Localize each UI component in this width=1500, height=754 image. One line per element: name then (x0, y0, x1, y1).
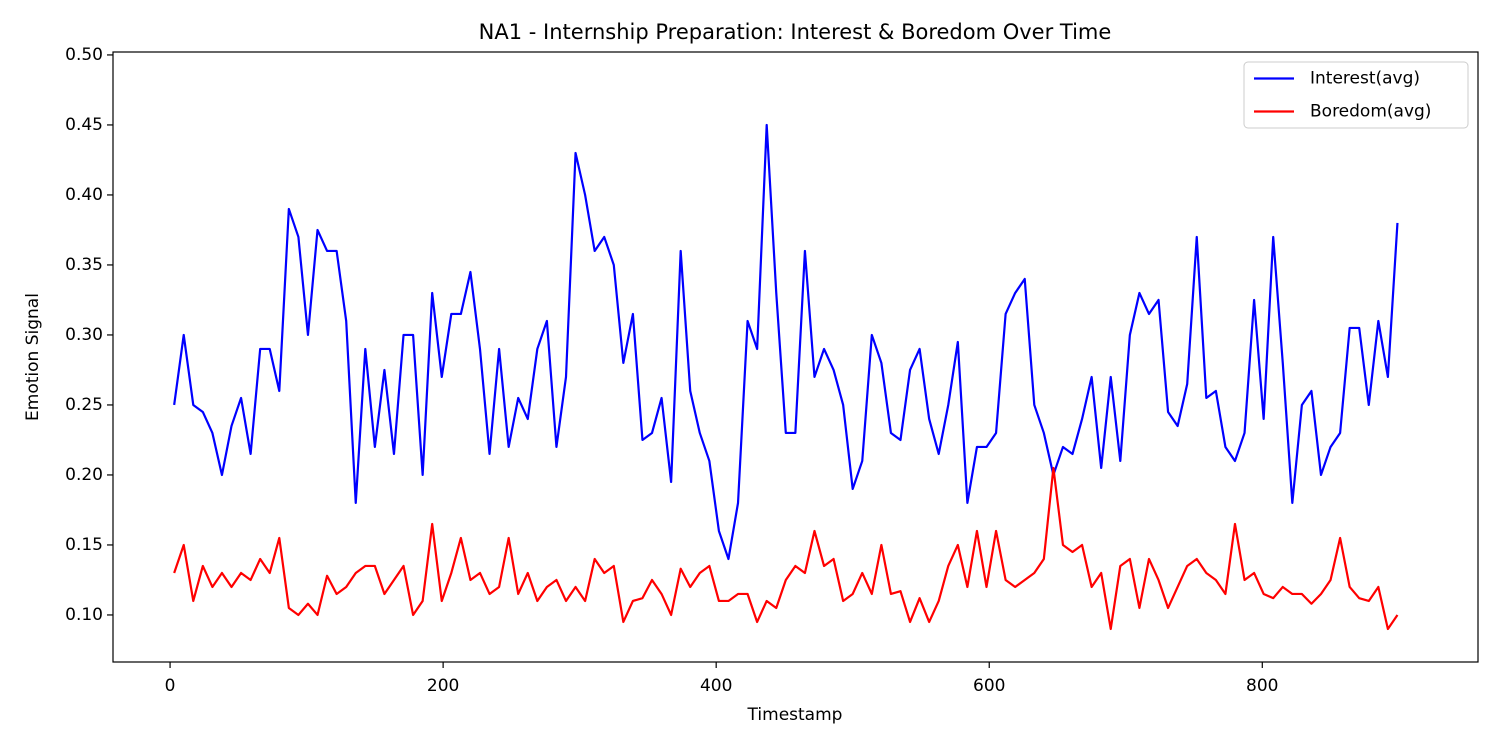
x-tick-label: 400 (700, 676, 732, 696)
data-line (173, 466, 1399, 631)
legend-label: Interest(avg) (1310, 69, 1420, 89)
legend-label: Boredom(avg) (1310, 102, 1431, 122)
x-tick-label: 0 (165, 676, 176, 696)
y-tick-label: 0.50 (65, 45, 103, 65)
y-tick-label: 0.35 (65, 255, 103, 275)
y-tick-label: 0.40 (65, 185, 103, 205)
legend-box (1243, 61, 1469, 129)
axes-frame (112, 51, 1479, 663)
y-axis-label: Emotion Signal (23, 293, 43, 421)
x-tick-label: 600 (973, 676, 1005, 696)
x-tick-label: 200 (427, 676, 459, 696)
y-tick-label: 0.30 (65, 325, 103, 345)
x-tick-label: 800 (1246, 676, 1278, 696)
y-tick-label: 0.20 (65, 465, 103, 485)
plot-area (173, 123, 1399, 631)
data-line (173, 123, 1399, 561)
x-axis-label: Timestamp (747, 705, 843, 725)
y-tick-label: 0.45 (65, 115, 103, 135)
y-tick-label: 0.25 (65, 395, 103, 415)
chart-title: NA1 - Internship Preparation: Interest &… (479, 20, 1112, 44)
y-tick-label: 0.10 (65, 605, 103, 625)
y-tick-label: 0.15 (65, 535, 103, 555)
